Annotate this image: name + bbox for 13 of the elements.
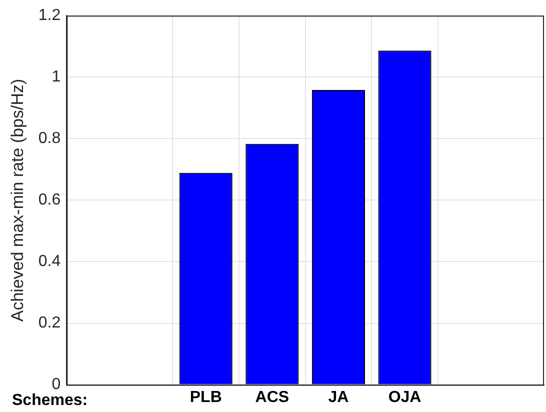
y-tick-label: 1.2 bbox=[38, 7, 61, 24]
x-tick-label: JA bbox=[328, 388, 350, 406]
y-tick-label: 0.4 bbox=[38, 253, 61, 270]
x-tick-label: OJA bbox=[388, 388, 422, 406]
y-tick-label: 0.8 bbox=[38, 130, 61, 148]
y-tick-label: 0.2 bbox=[38, 314, 61, 332]
y-axis-title: Achieved max-min rate (bps/Hz) bbox=[8, 78, 27, 322]
y-tick-label: 1 bbox=[52, 68, 61, 86]
y-tick-label: 0 bbox=[52, 376, 61, 394]
x-tick-label: ACS bbox=[255, 388, 290, 406]
x-tick-label: PLB bbox=[190, 388, 222, 406]
y-tick-label: 0.6 bbox=[38, 192, 61, 209]
x-axis-title: Schemes: bbox=[12, 392, 88, 410]
